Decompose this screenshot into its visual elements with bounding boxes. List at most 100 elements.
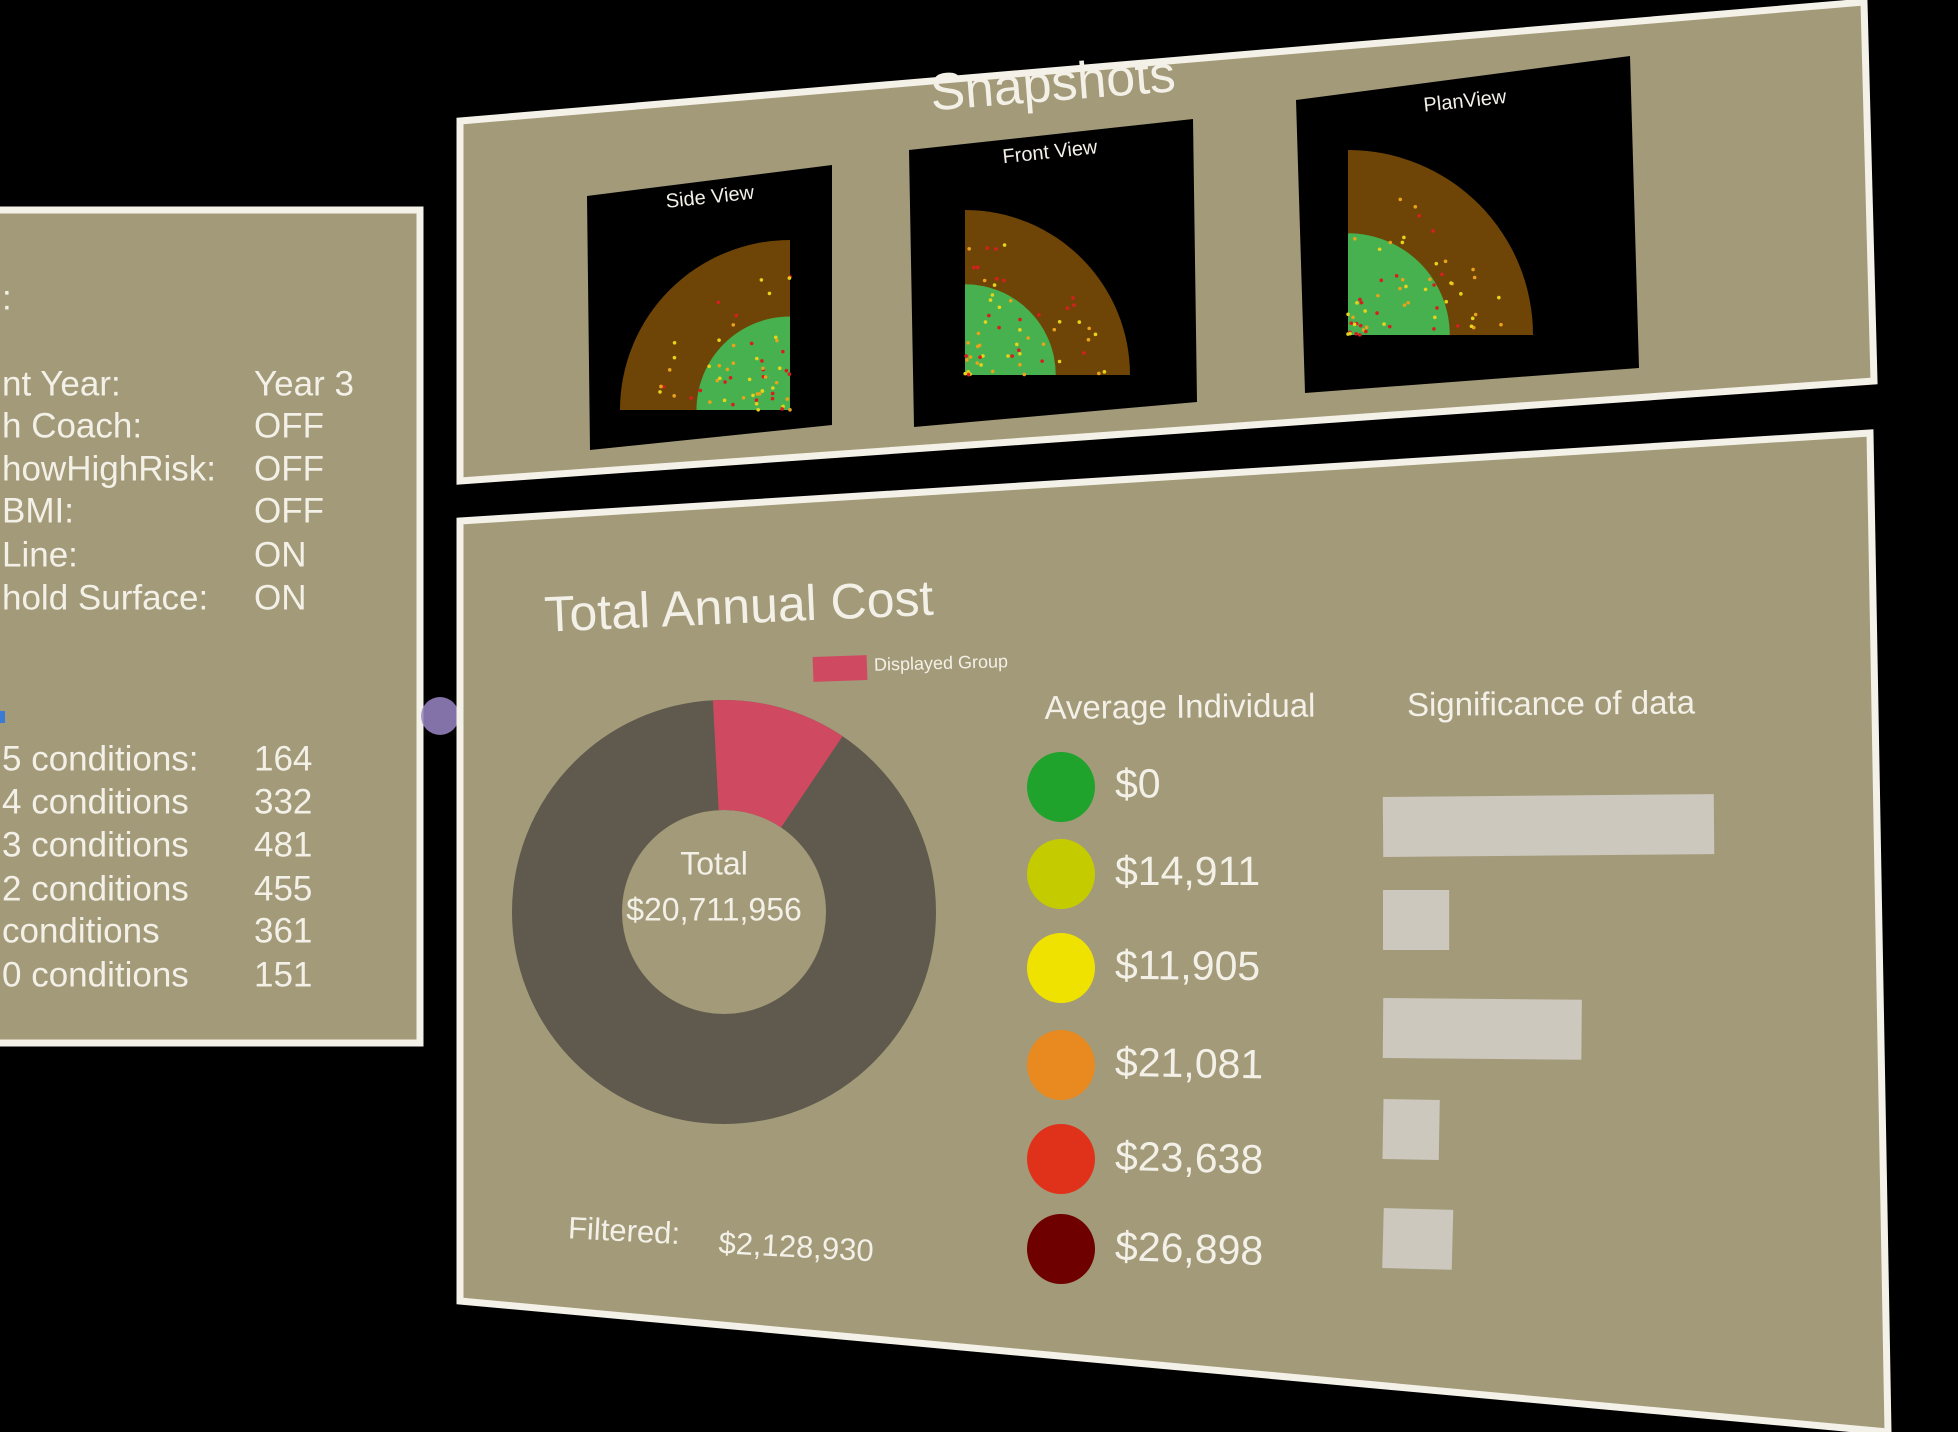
risk-dot bbox=[1027, 752, 1095, 822]
scatter-dot bbox=[781, 349, 785, 354]
scatter-dot bbox=[698, 388, 703, 393]
setting-label: BMI: bbox=[2, 491, 74, 530]
scatter-dot bbox=[1398, 286, 1402, 291]
scatter-dot bbox=[1404, 284, 1408, 289]
scatter-dot bbox=[1086, 337, 1091, 342]
setting-label: howHighRisk: bbox=[2, 449, 216, 488]
scatter-dot bbox=[1472, 275, 1477, 280]
scatter-dot bbox=[1402, 235, 1406, 240]
scatter-dot bbox=[1434, 261, 1439, 266]
scatter-dot bbox=[715, 378, 720, 383]
scatter-dot bbox=[1364, 325, 1369, 330]
scatter-dot bbox=[1400, 240, 1405, 245]
scatter-dot bbox=[1353, 237, 1357, 241]
scatter-dot bbox=[1358, 297, 1362, 302]
scatter-dot bbox=[1470, 316, 1475, 321]
scatter-dot bbox=[1351, 315, 1355, 320]
significance-bar bbox=[1382, 1208, 1454, 1270]
scatter-dot bbox=[672, 355, 677, 360]
average-value: $26,898 bbox=[1114, 1223, 1264, 1274]
scatter-dot bbox=[1358, 333, 1362, 337]
scatter-dot bbox=[770, 391, 775, 396]
significance-bar bbox=[1382, 998, 1582, 1060]
scatter-dot bbox=[751, 393, 755, 398]
scatter-dot bbox=[1097, 371, 1101, 376]
scatter-dot bbox=[1026, 336, 1030, 340]
scatter-dot bbox=[975, 361, 980, 365]
setting-label: h Coach: bbox=[2, 406, 142, 445]
scatter-dot bbox=[717, 363, 722, 368]
scatter-dot bbox=[722, 398, 727, 403]
scatter-dot bbox=[741, 396, 746, 400]
condition-count: 361 bbox=[254, 911, 312, 950]
scatter-dot bbox=[759, 278, 764, 282]
scatter-dot bbox=[667, 368, 672, 372]
scatter-dot bbox=[1018, 328, 1022, 332]
scatter-dot bbox=[756, 408, 761, 412]
scatter-dot bbox=[755, 356, 759, 361]
scatter-dot bbox=[761, 366, 765, 371]
scatter-dot bbox=[787, 372, 792, 376]
scatter-dot bbox=[1018, 362, 1022, 367]
scatter-dot bbox=[1002, 243, 1007, 247]
scatter-dot bbox=[963, 371, 967, 376]
scatter-dot bbox=[716, 300, 721, 305]
scatter-dot bbox=[988, 298, 993, 302]
scatter-dot bbox=[1440, 272, 1444, 277]
average-title: Average Individual bbox=[1044, 687, 1315, 726]
scatter-dot bbox=[976, 331, 981, 336]
scatter-dot bbox=[1394, 274, 1399, 278]
scatter-dot bbox=[777, 366, 782, 371]
scatter-dot bbox=[1444, 299, 1449, 304]
safe-zone bbox=[696, 316, 790, 410]
scatter-dot bbox=[757, 391, 762, 396]
scatter-dot bbox=[1382, 322, 1386, 326]
scatter-dot bbox=[760, 359, 764, 363]
scatter-dot bbox=[982, 278, 987, 283]
scatter-dot bbox=[994, 276, 999, 281]
setting-value: Year 3 bbox=[254, 364, 354, 403]
risk-dot bbox=[1027, 839, 1095, 909]
setting-value: OFF bbox=[254, 491, 324, 530]
scatter-dot bbox=[1432, 283, 1436, 287]
scatter-dot bbox=[1018, 351, 1022, 356]
scatter-dot bbox=[659, 384, 663, 389]
scatter-dot bbox=[672, 341, 677, 345]
condition-count: 481 bbox=[254, 825, 312, 864]
risk-dot bbox=[1027, 1214, 1095, 1284]
marker bbox=[0, 711, 5, 723]
scatter-dot bbox=[966, 372, 971, 377]
scatter-dot bbox=[1398, 197, 1403, 202]
scatter-dot bbox=[1473, 312, 1478, 317]
scatter-dot bbox=[1071, 296, 1075, 300]
condition-count: 455 bbox=[254, 869, 312, 908]
safe-zone bbox=[1348, 233, 1450, 335]
total-label: Total bbox=[680, 845, 748, 881]
scatter-dot bbox=[1388, 240, 1393, 245]
condition-label: 5 conditions: bbox=[2, 739, 199, 778]
scatter-dot bbox=[1387, 324, 1392, 329]
filtered-label: Filtered: bbox=[567, 1210, 681, 1251]
scatter-dot bbox=[770, 396, 775, 401]
pointer-dot bbox=[421, 697, 459, 735]
scatter-dot bbox=[997, 325, 1001, 330]
scatter-dot bbox=[1449, 281, 1453, 285]
scatter-dot bbox=[981, 354, 985, 358]
scatter-dot bbox=[1497, 295, 1501, 300]
scatter-dot bbox=[1057, 319, 1062, 324]
scatter-dot bbox=[1375, 311, 1379, 315]
scatter-dot bbox=[723, 380, 727, 384]
scatter-dot bbox=[964, 354, 968, 358]
scatter-dot bbox=[1433, 315, 1437, 320]
scatter-dot bbox=[1355, 301, 1359, 305]
significance-bar bbox=[1382, 794, 1715, 857]
scatter-dot bbox=[658, 390, 662, 394]
risk-dot bbox=[1027, 933, 1095, 1003]
scatter-dot bbox=[787, 276, 792, 280]
scatter-dot bbox=[1376, 293, 1380, 298]
setting-value: OFF bbox=[254, 449, 324, 488]
scatter-dot bbox=[771, 386, 775, 390]
scatter-dot bbox=[966, 341, 970, 345]
scatter-dot bbox=[1093, 332, 1098, 337]
scatter-dot bbox=[1499, 322, 1503, 327]
